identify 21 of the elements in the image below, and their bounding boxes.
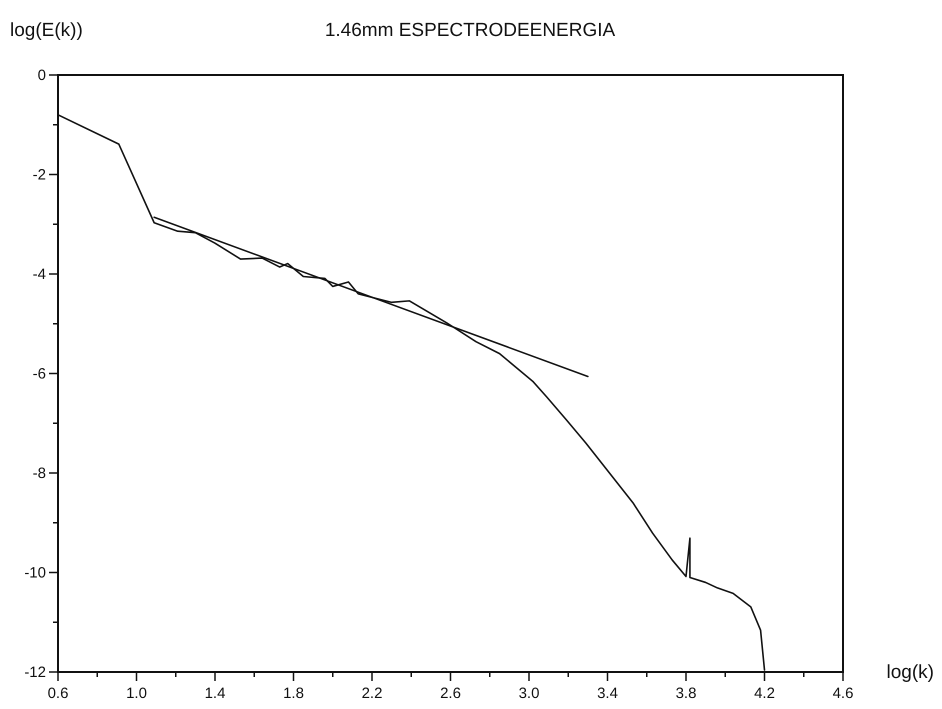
y-tick-label: -8 [32, 465, 46, 482]
y-tick-label: -4 [32, 266, 46, 283]
y-tick-label: -2 [32, 166, 46, 184]
y-axis-title: log(E(k)) [10, 20, 83, 41]
y-tick-label: -10 [24, 564, 46, 582]
y-tick-label: -6 [32, 366, 46, 382]
x-tick-label: 4.2 [754, 685, 775, 702]
x-tick-label: 4.6 [832, 685, 854, 702]
y-tick-label: 0 [38, 67, 46, 84]
x-axis-title: log(k) [886, 662, 934, 683]
x-tick-label: 1.4 [204, 685, 226, 702]
y-tick-label: -12 [24, 664, 46, 681]
x-tick-label: 0.6 [48, 685, 68, 702]
x-tick-label: 1.0 [126, 685, 147, 702]
x-tick-label: 2.2 [362, 685, 382, 702]
x-tick-label: 3.0 [518, 685, 540, 702]
x-tick-label: 1.8 [283, 685, 304, 702]
x-tick-label: 3.8 [676, 685, 696, 702]
x-tick-label: 3.4 [597, 685, 618, 702]
x-tick-label: 2.6 [440, 685, 461, 702]
chart-title: 1.46mm ESPECTRODEENERGIA [324, 20, 616, 41]
